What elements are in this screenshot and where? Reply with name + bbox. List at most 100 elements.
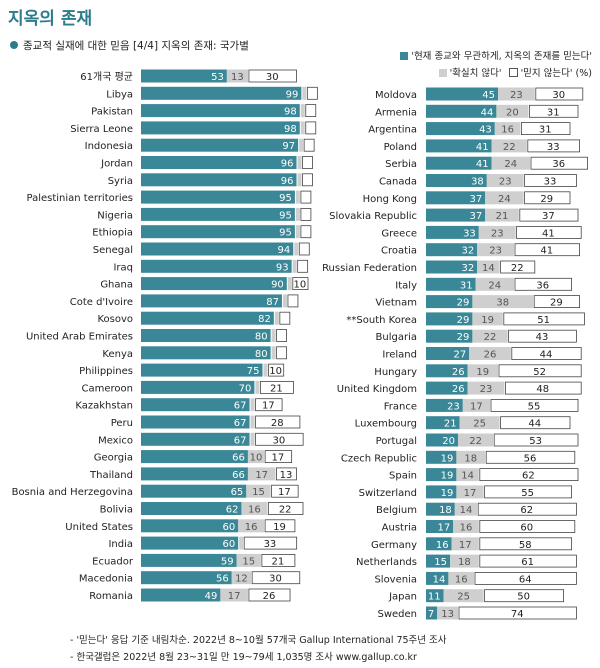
value-believe-italy: 31 (460, 280, 473, 291)
bar-believe-syria (141, 173, 297, 187)
value-unsure-austria: 16 (460, 523, 473, 534)
country-label-poland: Poland (384, 142, 417, 153)
bar-not-believe-bosnia-and-herzegovina (271, 484, 299, 498)
value-believe-mexico: 67 (234, 435, 247, 446)
bar-not-believe-sweden (458, 606, 577, 620)
bar-unsure-iraq (292, 259, 297, 273)
bar-believe-romania (141, 588, 221, 602)
value-unsure-portugal: 22 (469, 436, 482, 447)
value-believe-romania: 49 (205, 591, 218, 602)
value-believe-luxembourg: 21 (444, 419, 457, 430)
legend-unit: (%) (575, 68, 592, 79)
bar-not-believe-argentina (521, 122, 571, 135)
bar-unsure-france (462, 398, 490, 412)
country-label-bosnia-and-herzegovina: Bosnia and Herzegovina (12, 487, 133, 498)
value-believe-japan: 11 (428, 592, 441, 603)
bar-believe-argentina (426, 122, 495, 136)
bar-unsure-russian-federation (477, 260, 500, 274)
value-unsure-vietnam: 38 (496, 298, 509, 309)
bar-unsure-sierra-leone (300, 121, 305, 135)
value-believe-peru: 67 (234, 418, 247, 429)
bar-unsure-croatia (477, 243, 514, 257)
bar-unsure-italy (475, 277, 514, 291)
country-label-ghana: Ghana (100, 280, 133, 291)
value-unsure-hungary: 19 (476, 367, 489, 378)
bar-not-believe-kazakhstan (255, 398, 283, 412)
country-label-iraq: Iraq (113, 262, 133, 273)
value-unsure-georgia: 10 (250, 453, 263, 464)
value-believe-south-korea: 29 (457, 315, 470, 326)
value-unsure-greece: 23 (491, 228, 504, 239)
bar-unsure-united-states (238, 519, 265, 533)
bar-believe-switzerland (426, 485, 457, 499)
value-believe-vietnam: 29 (457, 298, 470, 309)
bar-unsure-hong-kong (485, 191, 524, 205)
value-believe-poland: 41 (476, 142, 489, 153)
bar-not-believe-georgia (264, 450, 293, 464)
value-unsure-france: 17 (470, 401, 483, 412)
value-not-believe-sweden: 74 (511, 609, 524, 620)
bar-unsure-bosnia-and-herzegovina (246, 484, 271, 498)
country-label-hungary: Hungary (374, 367, 417, 378)
value-not-believe-61개국-평균: 30 (266, 72, 279, 83)
value-believe-kenya: 80 (255, 349, 268, 360)
bar-not-believe-south-korea (503, 312, 585, 326)
bar-believe-mexico (141, 432, 250, 446)
country-label-switzerland: Switzerland (359, 488, 417, 499)
bar-unsure-thailand (247, 467, 276, 481)
value-unsure-luxembourg: 25 (473, 419, 486, 430)
bar-believe-jordan (141, 156, 297, 169)
country-label-kazakhstan: Kazakhstan (75, 401, 133, 412)
value-not-believe-argentina: 31 (539, 125, 552, 136)
bar-believe-slovenia (426, 571, 449, 585)
bar-not-believe-sierra-leone (305, 121, 317, 135)
bar-not-believe-indonesia (303, 138, 315, 152)
value-unsure-sweden: 13 (441, 609, 454, 620)
bar-unsure-bulgaria (472, 329, 508, 343)
bar-not-believe-austria (479, 520, 576, 533)
value-believe-moldova: 45 (482, 90, 495, 101)
bar-believe-india (141, 536, 239, 550)
country-label-bulgaria: Bulgaria (376, 332, 417, 343)
value-unsure-canada: 23 (499, 177, 512, 188)
country-label-india: India (108, 539, 133, 550)
bar-unsure-spain (456, 468, 479, 482)
bar-not-believe-libya (306, 86, 318, 100)
value-not-believe-croatia: 41 (540, 246, 553, 257)
value-not-believe-luxembourg: 44 (528, 419, 541, 430)
bar-unsure-cameroon (255, 380, 260, 394)
value-not-believe-spain: 62 (522, 471, 535, 482)
value-believe-portugal: 20 (442, 436, 455, 447)
bar-believe-ghana (141, 277, 287, 291)
value-not-believe-georgia: 17 (272, 453, 285, 464)
bar-unsure-japan (443, 589, 484, 603)
bar-not-believe-pakistan (305, 104, 317, 117)
value-believe-syria: 96 (281, 176, 294, 187)
legend-swatch-not-believe (508, 68, 518, 77)
value-believe-spain: 19 (441, 471, 454, 482)
bar-believe-austria (426, 520, 454, 533)
bar-unsure-moldova (498, 87, 535, 101)
value-unsure-ireland: 26 (484, 350, 497, 361)
bar-not-believe-slovenia (474, 572, 577, 585)
bar-not-believe-cameroon (259, 380, 294, 394)
value-believe-france: 23 (447, 401, 460, 412)
value-believe-united-arab-emirates: 80 (255, 332, 268, 343)
bullet-icon (10, 41, 18, 49)
bar-unsure-poland (491, 139, 527, 153)
bar-not-believe-croatia (514, 243, 580, 257)
country-label-serbia: Serbia (385, 159, 417, 170)
value-unsure-germany: 17 (459, 540, 472, 551)
country-label-russian-federation: Russian Federation (322, 263, 417, 274)
bar-unsure-kosovo (274, 311, 279, 325)
footer-note-1: - '믿는다' 응답 기준 내림차순. 2022년 8~10월 57개국 Gal… (70, 635, 447, 646)
value-believe-ireland: 27 (453, 350, 466, 361)
value-not-believe-india: 33 (264, 539, 277, 550)
bar-believe-vietnam (426, 295, 473, 309)
bar-believe-canada (426, 174, 487, 187)
country-label-south-korea: **South Korea (346, 315, 417, 326)
bar-believe-armenia (426, 104, 497, 118)
value-not-believe-italy: 36 (536, 280, 549, 291)
bar-believe-netherlands (426, 554, 450, 568)
value-unsure-bolivia: 16 (248, 505, 261, 516)
